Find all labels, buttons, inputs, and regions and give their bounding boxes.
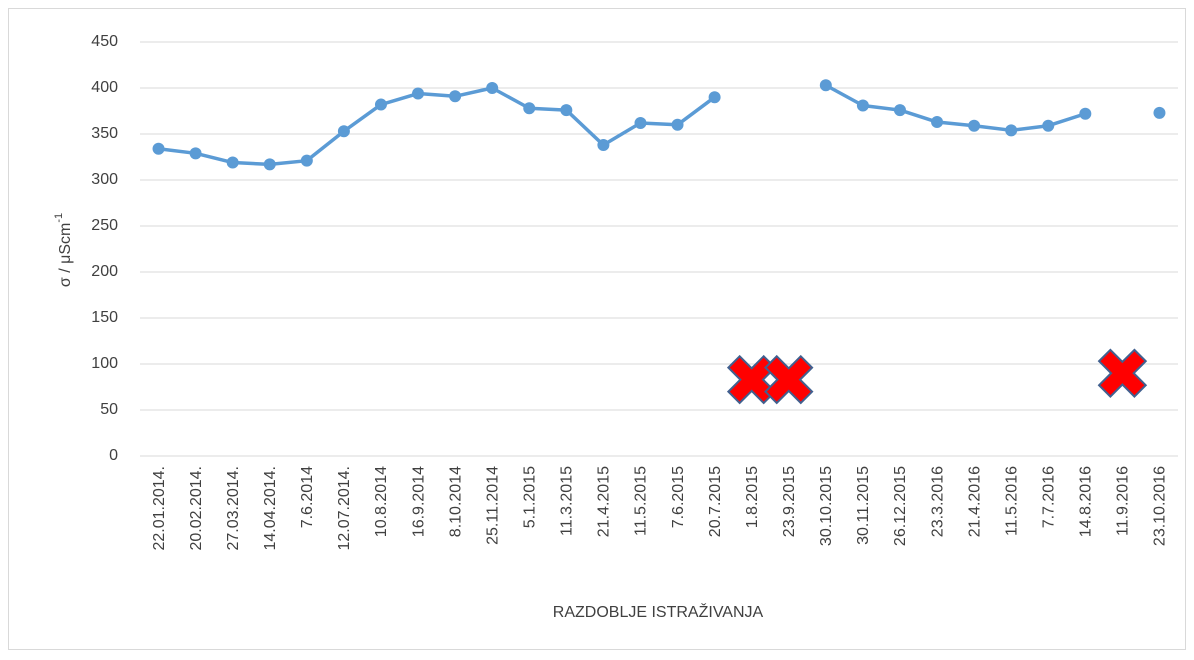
point (189, 147, 202, 160)
y-axis-label-main: σ / μScm (57, 223, 74, 287)
point (671, 118, 684, 131)
point (374, 98, 387, 111)
y-tick-label: 300 (91, 171, 118, 188)
y-tick-label: 50 (100, 401, 118, 418)
x-marker (1097, 348, 1148, 398)
x-tick-label: 11.3.2015 (559, 466, 576, 536)
point (708, 91, 721, 104)
x-tick-label: 7.7.2016 (1040, 466, 1057, 528)
point (560, 104, 573, 117)
x-tick-label: 8.10.2014 (447, 466, 464, 537)
x-tick-label: 7.6.2014 (299, 466, 316, 528)
point (449, 90, 462, 103)
x-tick-label: 30.10.2015 (818, 466, 835, 546)
point (856, 99, 869, 112)
x-axis-label: RAZDOBLJE ISTRAŽIVANJA (553, 602, 764, 621)
y-tick-label: 450 (91, 33, 118, 50)
point (1079, 107, 1092, 120)
x-tick-label: 20.7.2015 (707, 466, 724, 537)
x-tick-label: 16.9.2014 (410, 466, 427, 537)
point (968, 119, 981, 132)
x-tick-label: 23.9.2015 (781, 466, 798, 537)
x-tick-label: 5.1.2015 (521, 466, 538, 528)
x-tick-label: 26.12.2015 (892, 466, 909, 546)
y-tick-label: 100 (91, 355, 118, 372)
point (300, 154, 313, 167)
point (226, 156, 239, 169)
x-tick-label: 22.01.2014. (151, 466, 168, 551)
y-axis-label-sup: -1 (53, 213, 65, 223)
x-tick-label: 21.4.2015 (596, 466, 613, 537)
x-tick-label: 11.5.2015 (633, 466, 650, 536)
x-marker (726, 354, 777, 405)
point (152, 142, 165, 155)
x-tick-label: 30.11.2015 (855, 466, 872, 545)
y-tick-label: 200 (91, 263, 118, 280)
y-tick-label: 250 (91, 217, 118, 234)
point (634, 116, 647, 129)
point (1042, 119, 1055, 132)
x-tick-label: 11.5.2016 (1003, 466, 1020, 536)
x-tick-label: 23.10.2016 (1152, 466, 1169, 546)
x-tick-label: 11.9.2016 (1115, 466, 1132, 536)
x-tick-label: 14.8.2016 (1078, 466, 1095, 537)
point (412, 87, 425, 100)
y-tick-label: 0 (109, 447, 118, 464)
y-tick-label: 400 (91, 79, 118, 96)
x-marker (764, 354, 814, 405)
point (523, 102, 536, 115)
point (893, 104, 906, 117)
y-tick-label: 350 (91, 125, 118, 142)
x-tick-label: 7.6.2015 (670, 466, 687, 528)
point (597, 139, 610, 152)
x-tick-label: 10.8.2014 (373, 466, 390, 537)
point (931, 116, 944, 129)
x-tick-label: 25.11.2014 (484, 466, 501, 545)
point (819, 79, 832, 92)
x-tick-label: 1.8.2015 (744, 466, 761, 528)
point (337, 125, 350, 138)
x-tick-label: 21.4.2016 (966, 466, 983, 537)
x-tick-label: 20.02.2014. (188, 466, 205, 551)
x-tick-label: 12.07.2014. (336, 466, 353, 551)
point (486, 82, 499, 94)
y-axis-label: σ / μScm-1 (53, 213, 74, 287)
y-tick-label: 150 (91, 309, 118, 326)
point (1005, 124, 1018, 137)
chart-border (8, 8, 1186, 650)
x-tick-label: 14.04.2014. (262, 466, 279, 551)
x-tick-label: 27.03.2014. (225, 466, 242, 551)
point (263, 158, 276, 171)
point (1153, 106, 1166, 119)
x-tick-label: 23.3.2016 (929, 466, 946, 537)
